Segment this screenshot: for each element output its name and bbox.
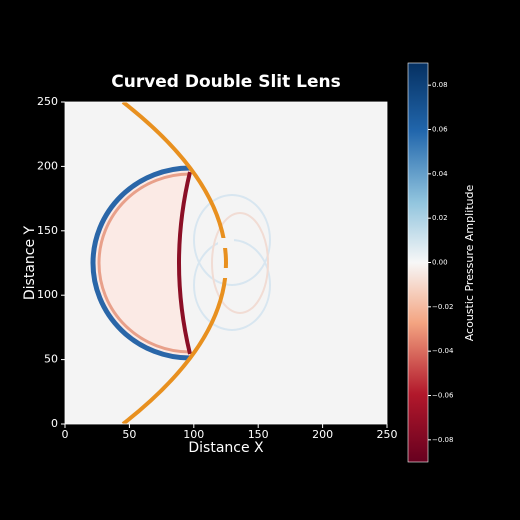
colorbar-tick-label: 0.06 [432, 126, 448, 134]
y-tick-label: 0 [51, 417, 58, 430]
wavefront-fill [94, 170, 190, 356]
slit [218, 268, 234, 278]
x-axis-label: Distance X [188, 440, 264, 456]
x-tick-label: 50 [122, 428, 136, 441]
x-tick-label: 100 [183, 428, 204, 441]
wavefront-red [97, 172, 191, 354]
y-tick-label: 50 [44, 353, 58, 366]
lens-barrier [121, 102, 228, 424]
colorbar-tick-label: 0.00 [432, 259, 448, 267]
colorbar-tick-label: −0.08 [432, 436, 453, 444]
wavefront-blue [90, 165, 191, 361]
colorbar-tick-label: 0.02 [432, 214, 448, 222]
colorbar-tick-label: −0.02 [432, 303, 453, 311]
slit [218, 238, 234, 248]
x-tick-label: 150 [248, 428, 269, 441]
y-tick-label: 200 [37, 159, 58, 172]
x-tick-label: 250 [377, 428, 398, 441]
colorbar-label: Acoustic Pressure Amplitude [463, 184, 476, 341]
y-axis-label: Distance Y [22, 225, 38, 300]
plot-frame [64, 101, 388, 425]
y-tick-label: 100 [37, 288, 58, 301]
colorbar-tick-label: 0.08 [432, 81, 448, 89]
colorbar [407, 62, 429, 463]
x-tick-label: 0 [62, 428, 69, 441]
colorbar-tick-label: 0.04 [432, 170, 448, 178]
reflected-front [177, 171, 192, 355]
chart-title: Curved Double Slit Lens [111, 72, 341, 92]
x-tick-label: 200 [312, 428, 333, 441]
y-tick-label: 250 [37, 95, 58, 108]
colorbar-tick-label: −0.06 [432, 392, 454, 400]
field [65, 102, 387, 424]
colorbar-tick-label: −0.04 [432, 347, 454, 355]
y-tick-label: 150 [37, 224, 58, 237]
